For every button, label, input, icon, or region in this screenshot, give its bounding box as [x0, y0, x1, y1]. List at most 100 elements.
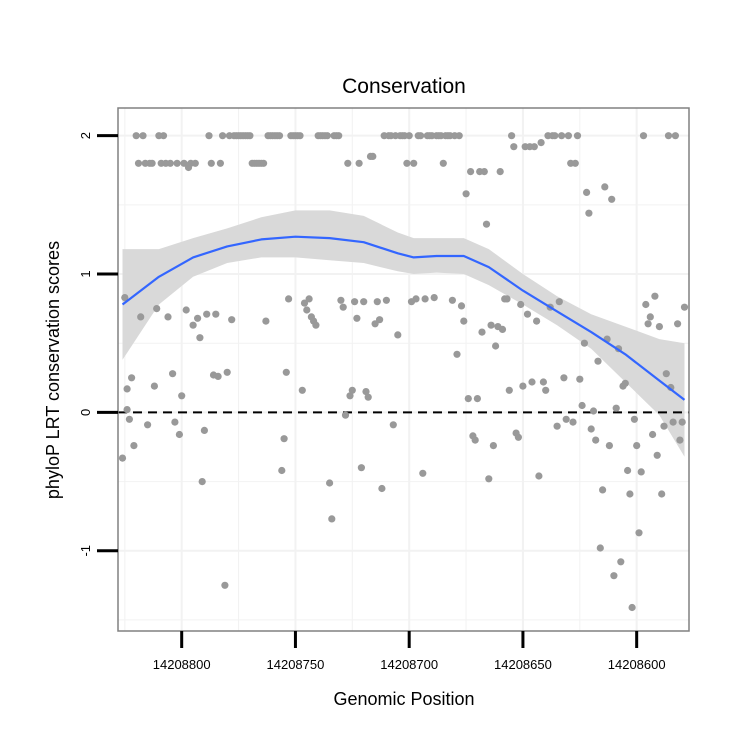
x-axis: 14208800 14208750 14208700 14208650 14208600 [153, 631, 666, 672]
data-point [153, 305, 161, 313]
data-point [351, 298, 359, 306]
data-point [653, 451, 661, 459]
data-point [467, 168, 475, 176]
data-point [628, 603, 636, 612]
data-point [178, 392, 186, 400]
data-point [214, 372, 222, 380]
data-point [326, 479, 334, 487]
data-point [678, 418, 686, 426]
data-point [646, 313, 654, 321]
data-point [680, 303, 689, 311]
data-point [639, 132, 648, 140]
data-point [137, 313, 145, 321]
data-point [448, 296, 456, 304]
data-point [485, 475, 493, 483]
data-point [150, 382, 158, 390]
data-point [608, 195, 616, 203]
data-point [457, 302, 466, 310]
data-point [664, 132, 673, 140]
data-point [464, 395, 472, 403]
data-point [394, 331, 402, 339]
data-point [555, 298, 563, 306]
x-tick-label: 14208800 [153, 657, 211, 672]
data-point [369, 152, 377, 160]
data-point [323, 132, 331, 140]
data-point [285, 295, 293, 303]
data-point [589, 407, 598, 415]
data-point [125, 415, 133, 423]
y-axis: -1 0 1 2 [78, 132, 118, 557]
data-point [571, 159, 579, 167]
data-point [535, 472, 543, 480]
data-point [482, 220, 491, 228]
data-point [417, 132, 425, 140]
data-point [508, 132, 516, 140]
data-point [212, 310, 220, 318]
data-point [123, 406, 131, 414]
data-point [337, 296, 345, 304]
data-point [460, 317, 468, 325]
data-point [221, 581, 229, 589]
data-point [473, 395, 481, 403]
y-tick-label: 2 [78, 132, 93, 139]
data-point [219, 132, 227, 140]
data-point [642, 300, 650, 309]
data-point [503, 295, 511, 303]
data-point [159, 132, 168, 140]
y-tick-label: 0 [78, 409, 93, 416]
data-point [355, 159, 363, 167]
data-point [148, 159, 156, 167]
data-point [453, 350, 461, 358]
data-point [296, 132, 304, 140]
data-point [649, 430, 657, 439]
data-point [551, 132, 559, 140]
data-point [671, 132, 680, 140]
data-point [164, 313, 172, 321]
data-point [617, 558, 625, 566]
data-point [644, 320, 652, 328]
data-point [669, 418, 677, 426]
data-point [630, 415, 639, 423]
data-point [410, 159, 418, 167]
data-point [605, 442, 614, 450]
data-point [439, 159, 447, 167]
data-point [362, 388, 370, 396]
data-point [489, 442, 497, 450]
data-point [300, 299, 309, 307]
data-point [576, 375, 584, 383]
confidence-band-layer [122, 210, 685, 457]
data-point [487, 321, 495, 329]
data-point [505, 386, 513, 394]
data-point [121, 294, 129, 302]
data-point [674, 320, 682, 328]
x-tick-label: 14208700 [380, 657, 438, 672]
points-layer [118, 132, 689, 612]
data-point [134, 159, 143, 167]
data-point [455, 132, 463, 140]
data-point [624, 466, 632, 475]
data-point [637, 468, 645, 476]
data-point [130, 442, 138, 450]
data-point [412, 295, 420, 303]
data-point [378, 484, 386, 493]
data-point [510, 143, 518, 151]
data-point [676, 436, 684, 444]
data-point [580, 339, 589, 347]
data-point [382, 296, 390, 304]
data-point [198, 478, 206, 486]
data-point [587, 425, 595, 433]
plot-panel-border [117, 107, 690, 632]
data-point [223, 368, 231, 376]
data-point [275, 132, 284, 140]
x-axis-title: Genomic Position [333, 689, 474, 709]
data-point [569, 418, 577, 426]
data-point [389, 421, 397, 429]
data-point [660, 422, 668, 430]
data-point [373, 298, 381, 306]
data-point [539, 378, 548, 386]
data-point [492, 342, 500, 350]
y-tick-label: -1 [78, 545, 93, 557]
x-tick-label: 14208650 [494, 657, 552, 672]
data-point [612, 404, 620, 412]
data-point [339, 303, 347, 311]
